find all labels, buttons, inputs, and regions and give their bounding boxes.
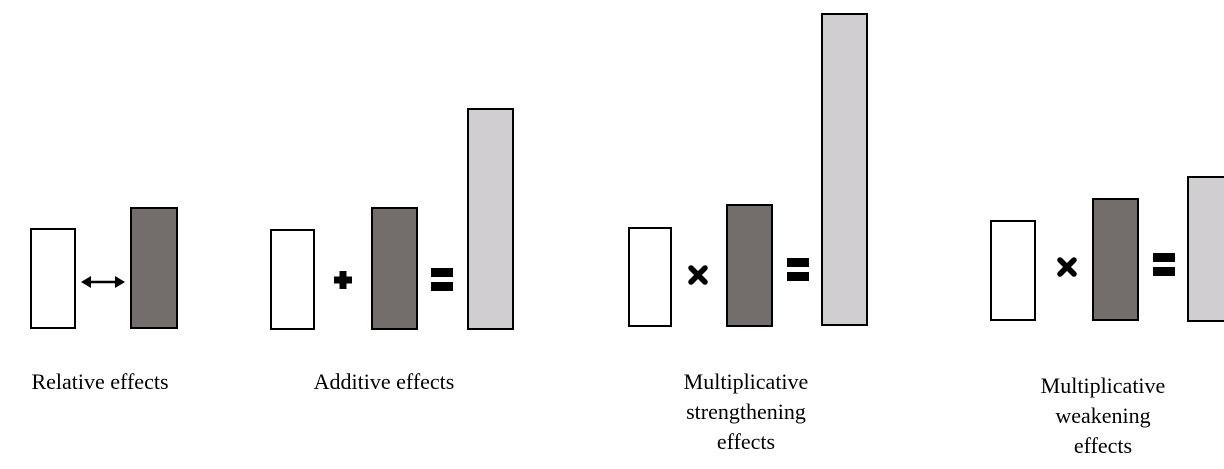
strengthening-dark-box bbox=[726, 204, 773, 327]
weakening-dark-box bbox=[1092, 198, 1139, 321]
multiply-icon bbox=[688, 265, 708, 285]
relative-dark-box bbox=[130, 207, 178, 329]
weakening-white-box bbox=[990, 220, 1036, 321]
weakening-effects-label: Multiplicative weakening effects bbox=[993, 371, 1213, 461]
equals-icon bbox=[1153, 253, 1175, 276]
additive-dark-box bbox=[371, 207, 418, 330]
multiply-icon bbox=[1057, 257, 1077, 277]
label-line: effects bbox=[1073, 433, 1133, 458]
strengthening-light-box bbox=[821, 13, 868, 326]
additive-white-box bbox=[270, 229, 315, 330]
equals-icon bbox=[787, 258, 809, 281]
relative-white-box bbox=[30, 228, 76, 329]
weakening-light-box bbox=[1187, 176, 1224, 322]
label-line: Multiplicative bbox=[683, 369, 809, 394]
strengthening-white-box bbox=[628, 227, 672, 327]
label-line: weakening bbox=[1055, 403, 1151, 428]
double-arrow-icon bbox=[81, 276, 125, 288]
equals-icon bbox=[431, 268, 453, 291]
plus-icon bbox=[334, 271, 352, 289]
strengthening-effects-label: Multiplicative strengthening effects bbox=[626, 367, 866, 457]
label-line: strengthening bbox=[686, 399, 806, 424]
label-line: Multiplicative bbox=[1040, 373, 1166, 398]
relative-effects-label: Relative effects bbox=[0, 367, 200, 397]
label-line: Relative effects bbox=[31, 369, 169, 394]
additive-effects-label: Additive effects bbox=[264, 367, 504, 397]
label-line: effects bbox=[716, 429, 776, 454]
additive-light-box bbox=[467, 108, 514, 330]
label-line: Additive effects bbox=[313, 369, 455, 394]
